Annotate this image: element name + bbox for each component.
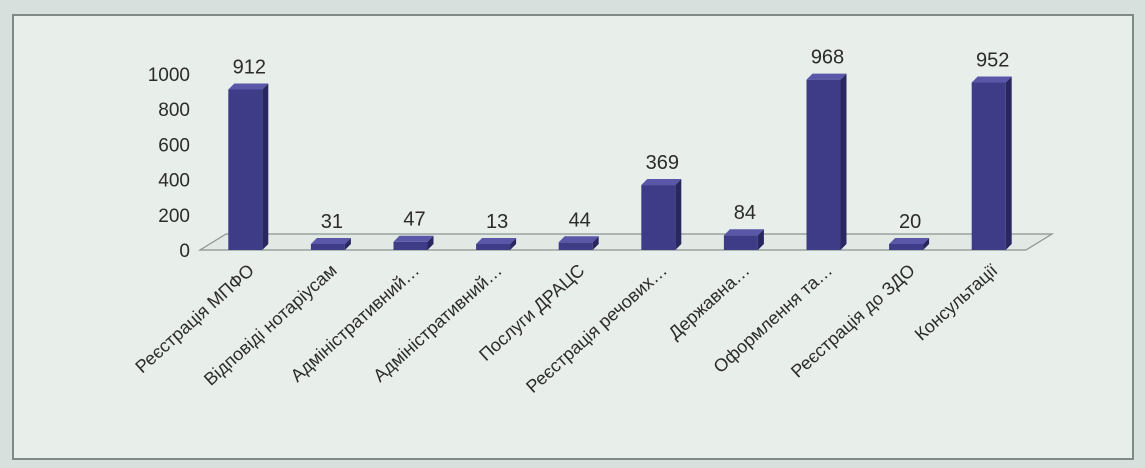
category-label: Державна… <box>665 260 754 343</box>
y-tick-label: 400 <box>158 171 190 192</box>
data-label: 47 <box>403 209 425 231</box>
bar-side <box>923 238 930 250</box>
bar <box>723 229 764 250</box>
bar-top <box>971 76 1012 83</box>
bar-top <box>723 229 764 236</box>
bar-top <box>228 83 269 90</box>
bar-side <box>675 179 682 250</box>
data-label: 13 <box>486 211 508 233</box>
y-tick-label: 600 <box>158 135 190 156</box>
bar-front <box>971 82 1006 250</box>
category-label: Реєстрація речових… <box>522 260 671 397</box>
bar-side <box>757 229 764 250</box>
data-label: 20 <box>899 211 921 233</box>
y-tick-label: 200 <box>158 206 190 227</box>
bar <box>971 76 1012 250</box>
bar-front <box>641 185 676 250</box>
bar-top <box>558 236 599 243</box>
data-label: 31 <box>321 211 343 233</box>
bar-side <box>1005 76 1012 250</box>
bar-top <box>476 238 517 244</box>
category-label: Консультації <box>911 260 1002 344</box>
bar-top <box>806 73 847 80</box>
bar-top <box>641 179 682 186</box>
bar-side <box>510 238 517 250</box>
bar-top <box>310 238 351 244</box>
bar-side <box>592 236 599 250</box>
y-tick-label: 0 <box>179 241 190 262</box>
y-tick-label: 1000 <box>148 65 190 86</box>
bar <box>558 236 599 250</box>
bar-top <box>889 238 930 244</box>
data-label: 369 <box>646 152 679 174</box>
bar-front <box>393 241 428 250</box>
bar-front <box>476 244 511 250</box>
data-label: 912 <box>233 56 266 78</box>
y-tick-label: 800 <box>158 100 190 121</box>
data-label: 44 <box>569 209 591 231</box>
chart-frame: 0 200 400 600 800 1000 912 Реєстрація МПФО 31 Від… <box>12 14 1134 460</box>
bar <box>228 83 269 250</box>
bar-front <box>889 244 924 250</box>
bar-side <box>840 73 847 250</box>
data-label: 952 <box>976 49 1009 71</box>
data-label: 84 <box>734 202 756 224</box>
category-label: Відповіді нотаріусам <box>200 260 341 389</box>
bar-side <box>344 238 351 250</box>
bar-front <box>310 244 345 250</box>
bar-front <box>723 235 758 250</box>
data-label: 968 <box>811 47 844 69</box>
bar-front <box>806 79 841 250</box>
bar-side <box>262 83 269 250</box>
bar-top <box>393 235 434 242</box>
bar-front <box>228 89 263 250</box>
bar-front <box>558 242 593 250</box>
bar <box>310 238 351 250</box>
bar <box>806 73 847 250</box>
bar-side <box>427 235 434 250</box>
bar <box>476 238 517 250</box>
bar <box>393 235 434 250</box>
bar <box>641 179 682 250</box>
bar <box>889 238 930 250</box>
